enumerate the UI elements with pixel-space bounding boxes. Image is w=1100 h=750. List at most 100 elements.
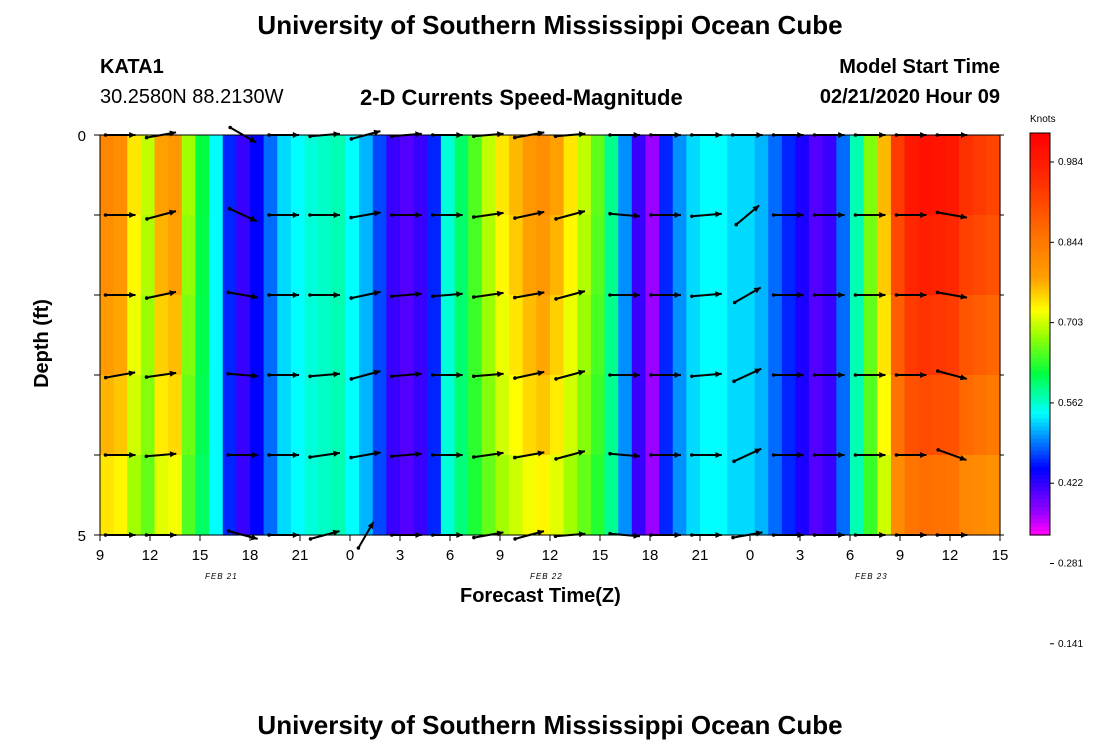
heatmap-cell [918, 455, 933, 536]
heatmap-cell [168, 135, 183, 216]
colorbar-segment [1030, 133, 1050, 138]
heatmap-cell [604, 135, 619, 216]
x-tick-label: 15 [192, 547, 209, 564]
heatmap-cell [795, 295, 810, 376]
heatmap-cell [331, 135, 347, 216]
x-tick-label: 21 [692, 547, 709, 564]
heatmap-cell [495, 295, 510, 376]
heatmap-cell [331, 455, 347, 536]
heatmap-cell [563, 295, 578, 376]
heatmap-cell [740, 455, 756, 536]
current-vector [103, 370, 136, 380]
heatmap-cell [536, 295, 551, 376]
colorbar-segment [1030, 362, 1050, 367]
date-label-feb22: FEB 22 [530, 572, 563, 581]
colorbar-segment [1030, 261, 1050, 267]
heatmap-cell [345, 295, 360, 376]
heatmap-cell [195, 135, 210, 216]
heatmap-cell [645, 375, 660, 456]
heatmap-cell [972, 295, 987, 376]
heatmap-cell [154, 135, 169, 216]
heatmap-cell [822, 375, 837, 456]
heatmap-cell [563, 375, 578, 456]
heatmap-cell [454, 295, 469, 376]
current-vector [103, 212, 136, 218]
heatmap-cell [754, 295, 769, 376]
current-vector [308, 212, 340, 218]
heatmap-cell [645, 295, 660, 376]
heatmap-cell [863, 375, 878, 456]
heatmap-cells [100, 135, 1001, 536]
heatmap-cell [345, 135, 360, 216]
colorbar-segment [1030, 309, 1050, 315]
colorbar-segment [1030, 237, 1050, 243]
heatmap-cell [713, 455, 728, 536]
colorbar-segment [1030, 265, 1050, 271]
colorbar-segment [1030, 305, 1050, 311]
current-vector [472, 290, 504, 299]
heatmap-cell [140, 455, 156, 536]
colorbar-unit: Knots [1030, 114, 1056, 125]
heatmap-cell [290, 135, 306, 216]
heatmap-cell [672, 135, 687, 216]
heatmap-cell [236, 455, 251, 536]
heatmap-cell [713, 375, 728, 456]
current-vector [267, 292, 300, 298]
colorbar-segment [1030, 422, 1050, 428]
heatmap-cell [768, 455, 783, 536]
heatmap-cell [113, 375, 128, 456]
current-vector [103, 292, 136, 298]
colorbar-segment [1030, 177, 1050, 182]
heatmap-cell [222, 215, 237, 296]
colorbar-tick-label: 0.844 [1058, 237, 1083, 248]
heatmap-cell [413, 375, 428, 456]
heatmap-cell [700, 375, 715, 456]
heatmap-cell [563, 215, 578, 296]
heatmap-cell [495, 375, 510, 456]
colorbar-segment [1030, 346, 1050, 351]
heatmap-cell [318, 215, 333, 296]
heatmap-cell [304, 215, 319, 296]
heatmap-cell [536, 455, 551, 536]
x-tick-label: 6 [846, 547, 854, 564]
heatmap-cell [495, 215, 510, 296]
heatmap-cell [113, 135, 128, 216]
heatmap-cell [290, 215, 306, 296]
heatmap-cell [222, 375, 237, 456]
colorbar-segment [1030, 426, 1050, 432]
x-tick-label: 0 [346, 547, 354, 564]
heatmap-cell [931, 215, 947, 296]
current-vector [853, 372, 886, 378]
heatmap-cell [972, 215, 987, 296]
colorbar-segment [1030, 253, 1050, 259]
y-axis-ticks: 05 [78, 128, 1004, 545]
current-vector [430, 372, 463, 378]
heatmap-cell [372, 375, 387, 456]
colorbar-segment [1030, 334, 1050, 339]
colorbar-segment [1030, 205, 1050, 210]
heatmap-cell [618, 215, 633, 296]
heatmap-cell [263, 455, 278, 536]
current-vector [771, 292, 804, 298]
heatmap-cell [700, 455, 715, 536]
heatmap-cell [277, 455, 292, 536]
colorbar-segment [1030, 197, 1050, 202]
colorbar-frame [1029, 132, 1051, 536]
heatmap-cell [850, 135, 865, 216]
heatmap-cell [522, 135, 537, 216]
colorbar-segment [1030, 165, 1050, 170]
heatmap-cell [236, 135, 251, 216]
heatmap-cell [863, 135, 878, 216]
heatmap-cell [277, 295, 292, 376]
heatmap-cell [904, 295, 919, 376]
heatmap-cell [986, 215, 1001, 296]
heatmap-cell [154, 215, 169, 296]
current-vector [144, 370, 177, 379]
colorbar-segment [1030, 434, 1050, 440]
heatmap-cell [536, 215, 551, 296]
colorbar-segment [1030, 245, 1050, 251]
heatmap-cell [386, 455, 401, 536]
colorbar-segment [1030, 321, 1050, 327]
colorbar-segment [1030, 229, 1050, 235]
current-vector [554, 289, 586, 301]
